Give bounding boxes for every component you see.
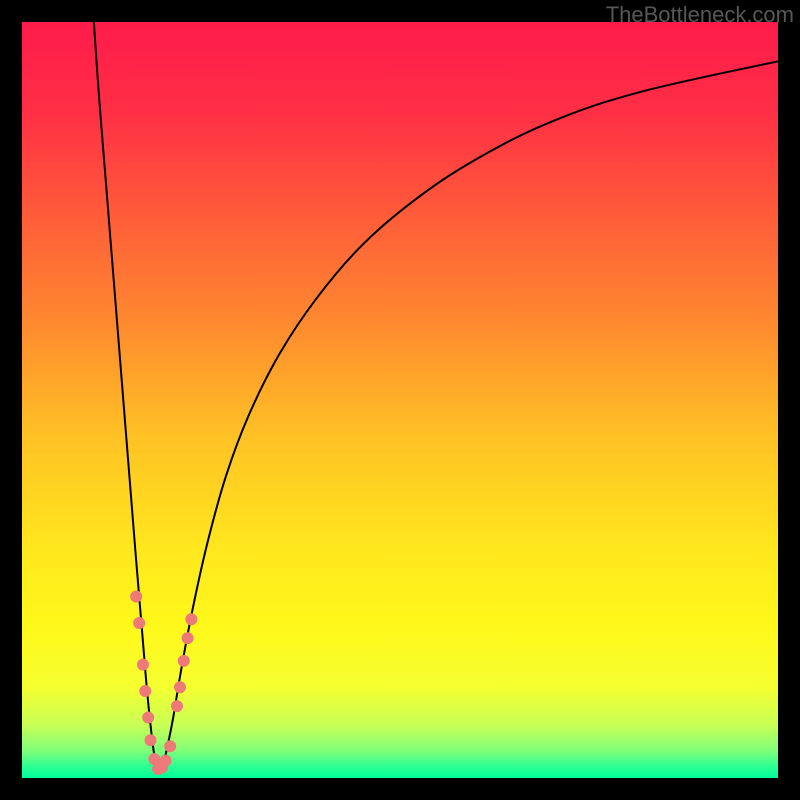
data-point [137,659,149,671]
watermark-text: TheBottleneck.com [606,2,794,28]
data-point [174,681,186,693]
data-point [178,655,190,667]
data-point [139,685,151,697]
data-point [182,632,194,644]
data-point [160,755,172,767]
data-point [130,591,142,603]
curve-svg [22,22,778,778]
data-point [164,740,176,752]
data-point [133,617,145,629]
chart-frame: TheBottleneck.com [0,0,800,800]
data-point [185,613,197,625]
bottleneck-curve-right [160,61,778,774]
data-point [171,700,183,712]
data-point-markers [130,591,197,775]
data-point [142,712,154,724]
bottleneck-curve-left [94,22,160,774]
plot-area [22,22,778,778]
data-point [145,734,157,746]
